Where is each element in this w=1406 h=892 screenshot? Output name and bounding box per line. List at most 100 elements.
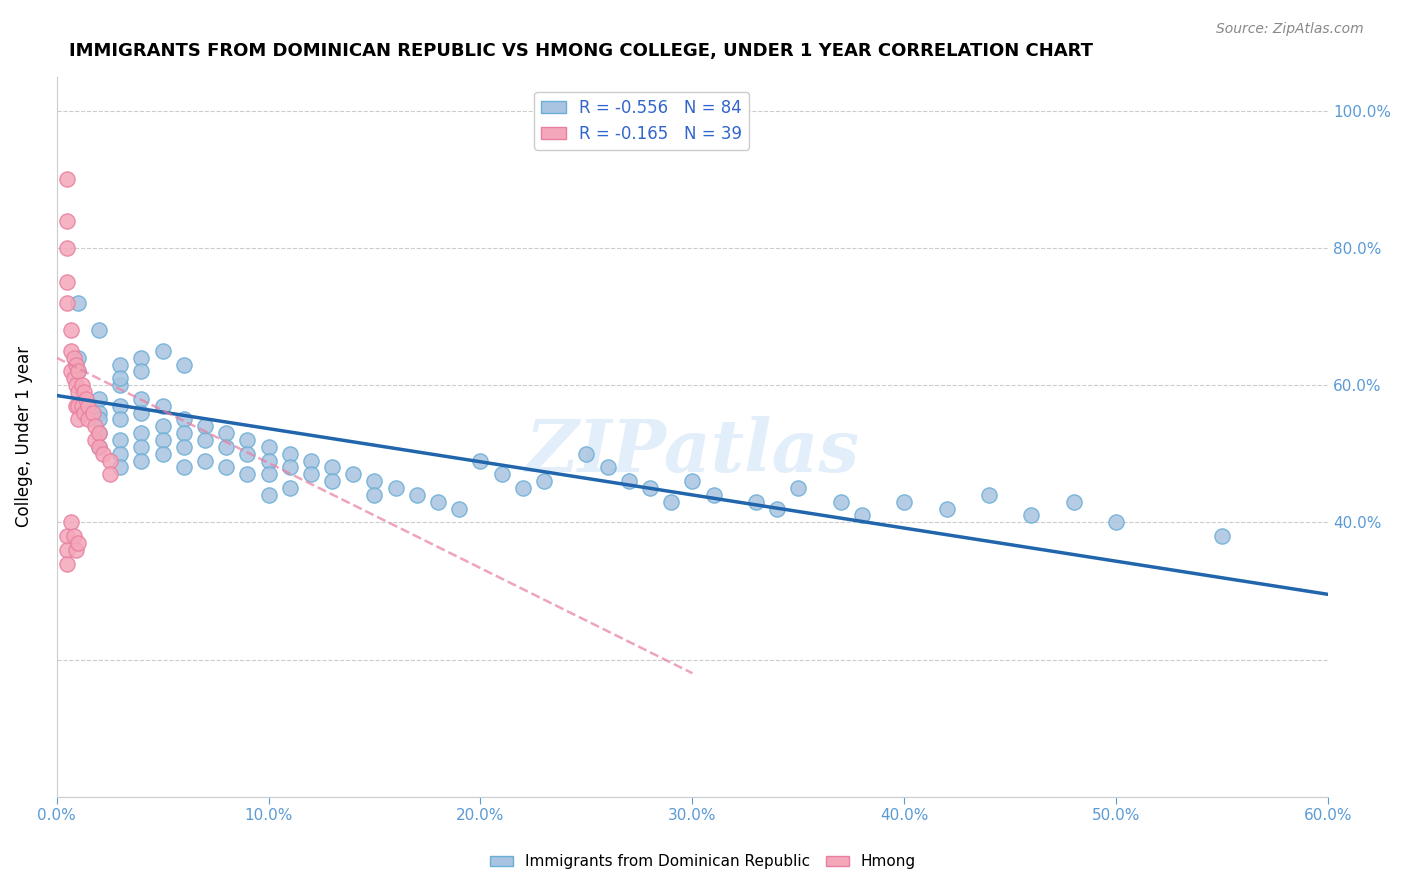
Point xyxy=(851,508,873,523)
Point xyxy=(152,343,174,358)
Point xyxy=(299,467,322,482)
Point xyxy=(83,433,105,447)
Point xyxy=(470,453,492,467)
Point xyxy=(152,433,174,447)
Point xyxy=(363,488,385,502)
Point xyxy=(1211,529,1233,543)
Point xyxy=(87,323,110,337)
Point xyxy=(681,474,703,488)
Point xyxy=(60,343,83,358)
Point xyxy=(66,412,89,426)
Point xyxy=(1063,495,1085,509)
Point xyxy=(108,378,131,392)
Point xyxy=(66,399,89,413)
Point xyxy=(278,481,301,495)
Point xyxy=(194,453,217,467)
Point xyxy=(77,399,100,413)
Point xyxy=(1105,516,1128,530)
Text: Source: ZipAtlas.com: Source: ZipAtlas.com xyxy=(1216,22,1364,37)
Point xyxy=(173,358,195,372)
Point xyxy=(173,426,195,441)
Point xyxy=(977,488,1000,502)
Point xyxy=(152,399,174,413)
Point xyxy=(87,426,110,441)
Point xyxy=(66,364,89,378)
Point xyxy=(56,276,79,290)
Point xyxy=(65,542,87,557)
Point xyxy=(491,467,513,482)
Point xyxy=(56,241,79,255)
Point xyxy=(278,447,301,461)
Point xyxy=(236,447,259,461)
Point xyxy=(173,460,195,475)
Point xyxy=(70,399,93,413)
Point xyxy=(215,460,238,475)
Point xyxy=(108,371,131,385)
Point xyxy=(131,426,153,441)
Point xyxy=(342,467,364,482)
Point xyxy=(427,495,450,509)
Point xyxy=(152,419,174,434)
Text: IMMIGRANTS FROM DOMINICAN REPUBLIC VS HMONG COLLEGE, UNDER 1 YEAR CORRELATION CH: IMMIGRANTS FROM DOMINICAN REPUBLIC VS HM… xyxy=(69,42,1094,60)
Point xyxy=(87,440,110,454)
Point xyxy=(575,447,598,461)
Point xyxy=(131,406,153,420)
Point xyxy=(87,406,110,420)
Point xyxy=(108,460,131,475)
Point xyxy=(173,440,195,454)
Point xyxy=(215,426,238,441)
Point xyxy=(321,474,343,488)
Point xyxy=(152,447,174,461)
Point xyxy=(98,467,121,482)
Point xyxy=(173,412,195,426)
Point xyxy=(893,495,915,509)
Point xyxy=(787,481,810,495)
Point xyxy=(108,358,131,372)
Point xyxy=(638,481,661,495)
Point xyxy=(83,419,105,434)
Point xyxy=(56,529,79,543)
Point xyxy=(70,378,93,392)
Point xyxy=(65,358,87,372)
Point xyxy=(766,501,789,516)
Point xyxy=(512,481,534,495)
Point xyxy=(194,419,217,434)
Point xyxy=(98,453,121,467)
Point xyxy=(278,460,301,475)
Point xyxy=(56,213,79,227)
Point xyxy=(257,440,280,454)
Point xyxy=(62,371,84,385)
Point xyxy=(108,399,131,413)
Point xyxy=(66,385,89,400)
Point xyxy=(299,453,322,467)
Point xyxy=(533,474,555,488)
Point xyxy=(66,296,89,310)
Point xyxy=(56,557,79,571)
Point xyxy=(91,447,114,461)
Point xyxy=(60,364,83,378)
Point xyxy=(935,501,957,516)
Point xyxy=(131,392,153,406)
Point xyxy=(449,501,471,516)
Point xyxy=(257,467,280,482)
Point xyxy=(108,412,131,426)
Point xyxy=(745,495,768,509)
Point xyxy=(56,172,79,186)
Point xyxy=(56,296,79,310)
Point xyxy=(65,399,87,413)
Point xyxy=(65,378,87,392)
Point xyxy=(659,495,682,509)
Point xyxy=(617,474,640,488)
Point xyxy=(830,495,852,509)
Point xyxy=(60,516,83,530)
Point xyxy=(60,323,83,337)
Point xyxy=(384,481,406,495)
Point xyxy=(236,467,259,482)
Legend: Immigrants from Dominican Republic, Hmong: Immigrants from Dominican Republic, Hmon… xyxy=(484,848,922,875)
Point xyxy=(87,392,110,406)
Point xyxy=(66,351,89,365)
Point xyxy=(62,529,84,543)
Point xyxy=(73,385,96,400)
Point xyxy=(321,460,343,475)
Point xyxy=(75,392,97,406)
